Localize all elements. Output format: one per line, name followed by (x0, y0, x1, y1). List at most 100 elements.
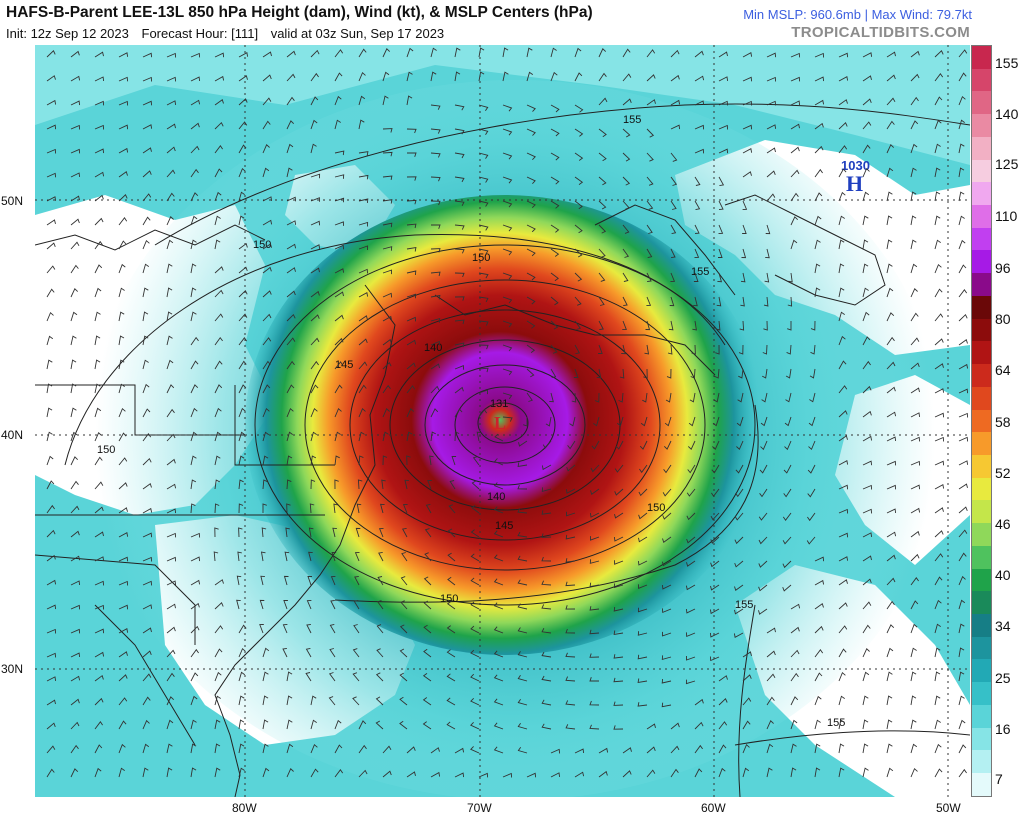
wind-barb (454, 200, 465, 207)
wind-barb (618, 392, 624, 403)
wind-barb (470, 529, 480, 538)
wind-barb (262, 219, 273, 226)
wind-barb (493, 722, 504, 730)
wind-barb (574, 748, 585, 754)
wind-barb (46, 359, 53, 370)
wind-barb (782, 584, 792, 592)
wind-barb (406, 362, 416, 370)
wind-barb (694, 698, 704, 706)
wind-barb (446, 649, 456, 658)
wind-barb (454, 272, 465, 278)
wind-barb (637, 584, 648, 589)
wind-barb (354, 575, 360, 586)
wind-barb (406, 128, 417, 134)
wind-barb (541, 533, 552, 538)
wind-barb (142, 767, 149, 778)
wind-barb (406, 247, 417, 252)
wind-barb (614, 464, 624, 473)
wind-barb (190, 602, 200, 610)
wind-barb (478, 176, 489, 183)
wind-barb (862, 767, 869, 778)
wind-barb (478, 344, 489, 350)
wind-barb (118, 651, 128, 658)
wind-barb (238, 167, 246, 178)
wind-barb (70, 407, 77, 418)
wind-barb (734, 560, 744, 568)
wind-barb (742, 200, 748, 211)
wind-barb (358, 151, 369, 156)
contour-label: 131 (490, 398, 508, 410)
wind-barb (166, 672, 175, 682)
wind-barb (862, 360, 871, 370)
wind-barb (790, 743, 797, 754)
wind-barb (259, 599, 265, 610)
contour-label: 150 (253, 239, 271, 251)
wind-barb (190, 767, 197, 778)
wind-barb (760, 440, 768, 451)
wind-barb (142, 580, 153, 586)
wind-barb (118, 674, 128, 682)
wind-barb (454, 296, 465, 301)
wind-barb (493, 578, 504, 586)
wind-barb (262, 503, 267, 513)
wind-barb (493, 674, 504, 682)
wind-barb (838, 648, 847, 658)
wind-barb (759, 464, 768, 474)
wind-barb (382, 175, 393, 180)
wind-barb (742, 171, 752, 178)
colorbar-segment (972, 68, 991, 92)
wind-barb (862, 287, 869, 298)
wind-barb (166, 458, 176, 466)
wind-barb (565, 700, 576, 706)
wind-barb (328, 696, 336, 706)
wind-barb (737, 392, 744, 403)
wind-barb (446, 625, 456, 634)
wind-barb (286, 431, 293, 442)
wind-barb (334, 744, 343, 754)
wind-barb (142, 239, 150, 250)
wind-barb (958, 143, 965, 154)
wind-barb (382, 48, 391, 58)
wind-barb (334, 221, 344, 226)
wind-barb (190, 556, 201, 562)
wind-barb (569, 416, 576, 427)
wind-barb (424, 528, 432, 538)
contour-label: 150 (472, 252, 490, 264)
wind-barb (283, 600, 288, 610)
wind-barb (517, 508, 528, 514)
wind-barb (958, 95, 966, 106)
wind-barb (838, 508, 849, 514)
wind-barb (494, 433, 504, 442)
wind-barb (686, 560, 696, 567)
wind-barb (94, 51, 104, 58)
wind-barb (46, 554, 56, 562)
wind-barb (742, 148, 753, 154)
wind-barb (958, 191, 965, 202)
wind-barb (262, 266, 272, 274)
colorbar-segment (972, 273, 991, 296)
wind-barb (766, 52, 777, 58)
wind-barb (406, 293, 417, 299)
wind-barb (142, 743, 150, 754)
wind-barb (238, 527, 243, 538)
wind-barb (399, 624, 408, 634)
wind-barb (94, 100, 105, 106)
wind-barb (742, 697, 752, 706)
wind-barb (166, 359, 174, 370)
wind-barb (214, 239, 221, 250)
wind-barb (910, 412, 921, 418)
wind-barb (142, 650, 152, 658)
wind-barb (736, 440, 744, 450)
wind-barb (214, 266, 224, 274)
wind-barb (358, 174, 369, 180)
wind-barb (550, 320, 559, 330)
wind-barb (637, 654, 648, 660)
wind-barb (285, 527, 290, 538)
wind-barb (493, 650, 504, 658)
wind-barb (886, 695, 893, 706)
wind-barb (190, 455, 197, 466)
wind-barb (310, 96, 319, 106)
wind-barb (423, 624, 432, 634)
wind-barb (334, 314, 344, 322)
wind-barb (305, 672, 312, 682)
